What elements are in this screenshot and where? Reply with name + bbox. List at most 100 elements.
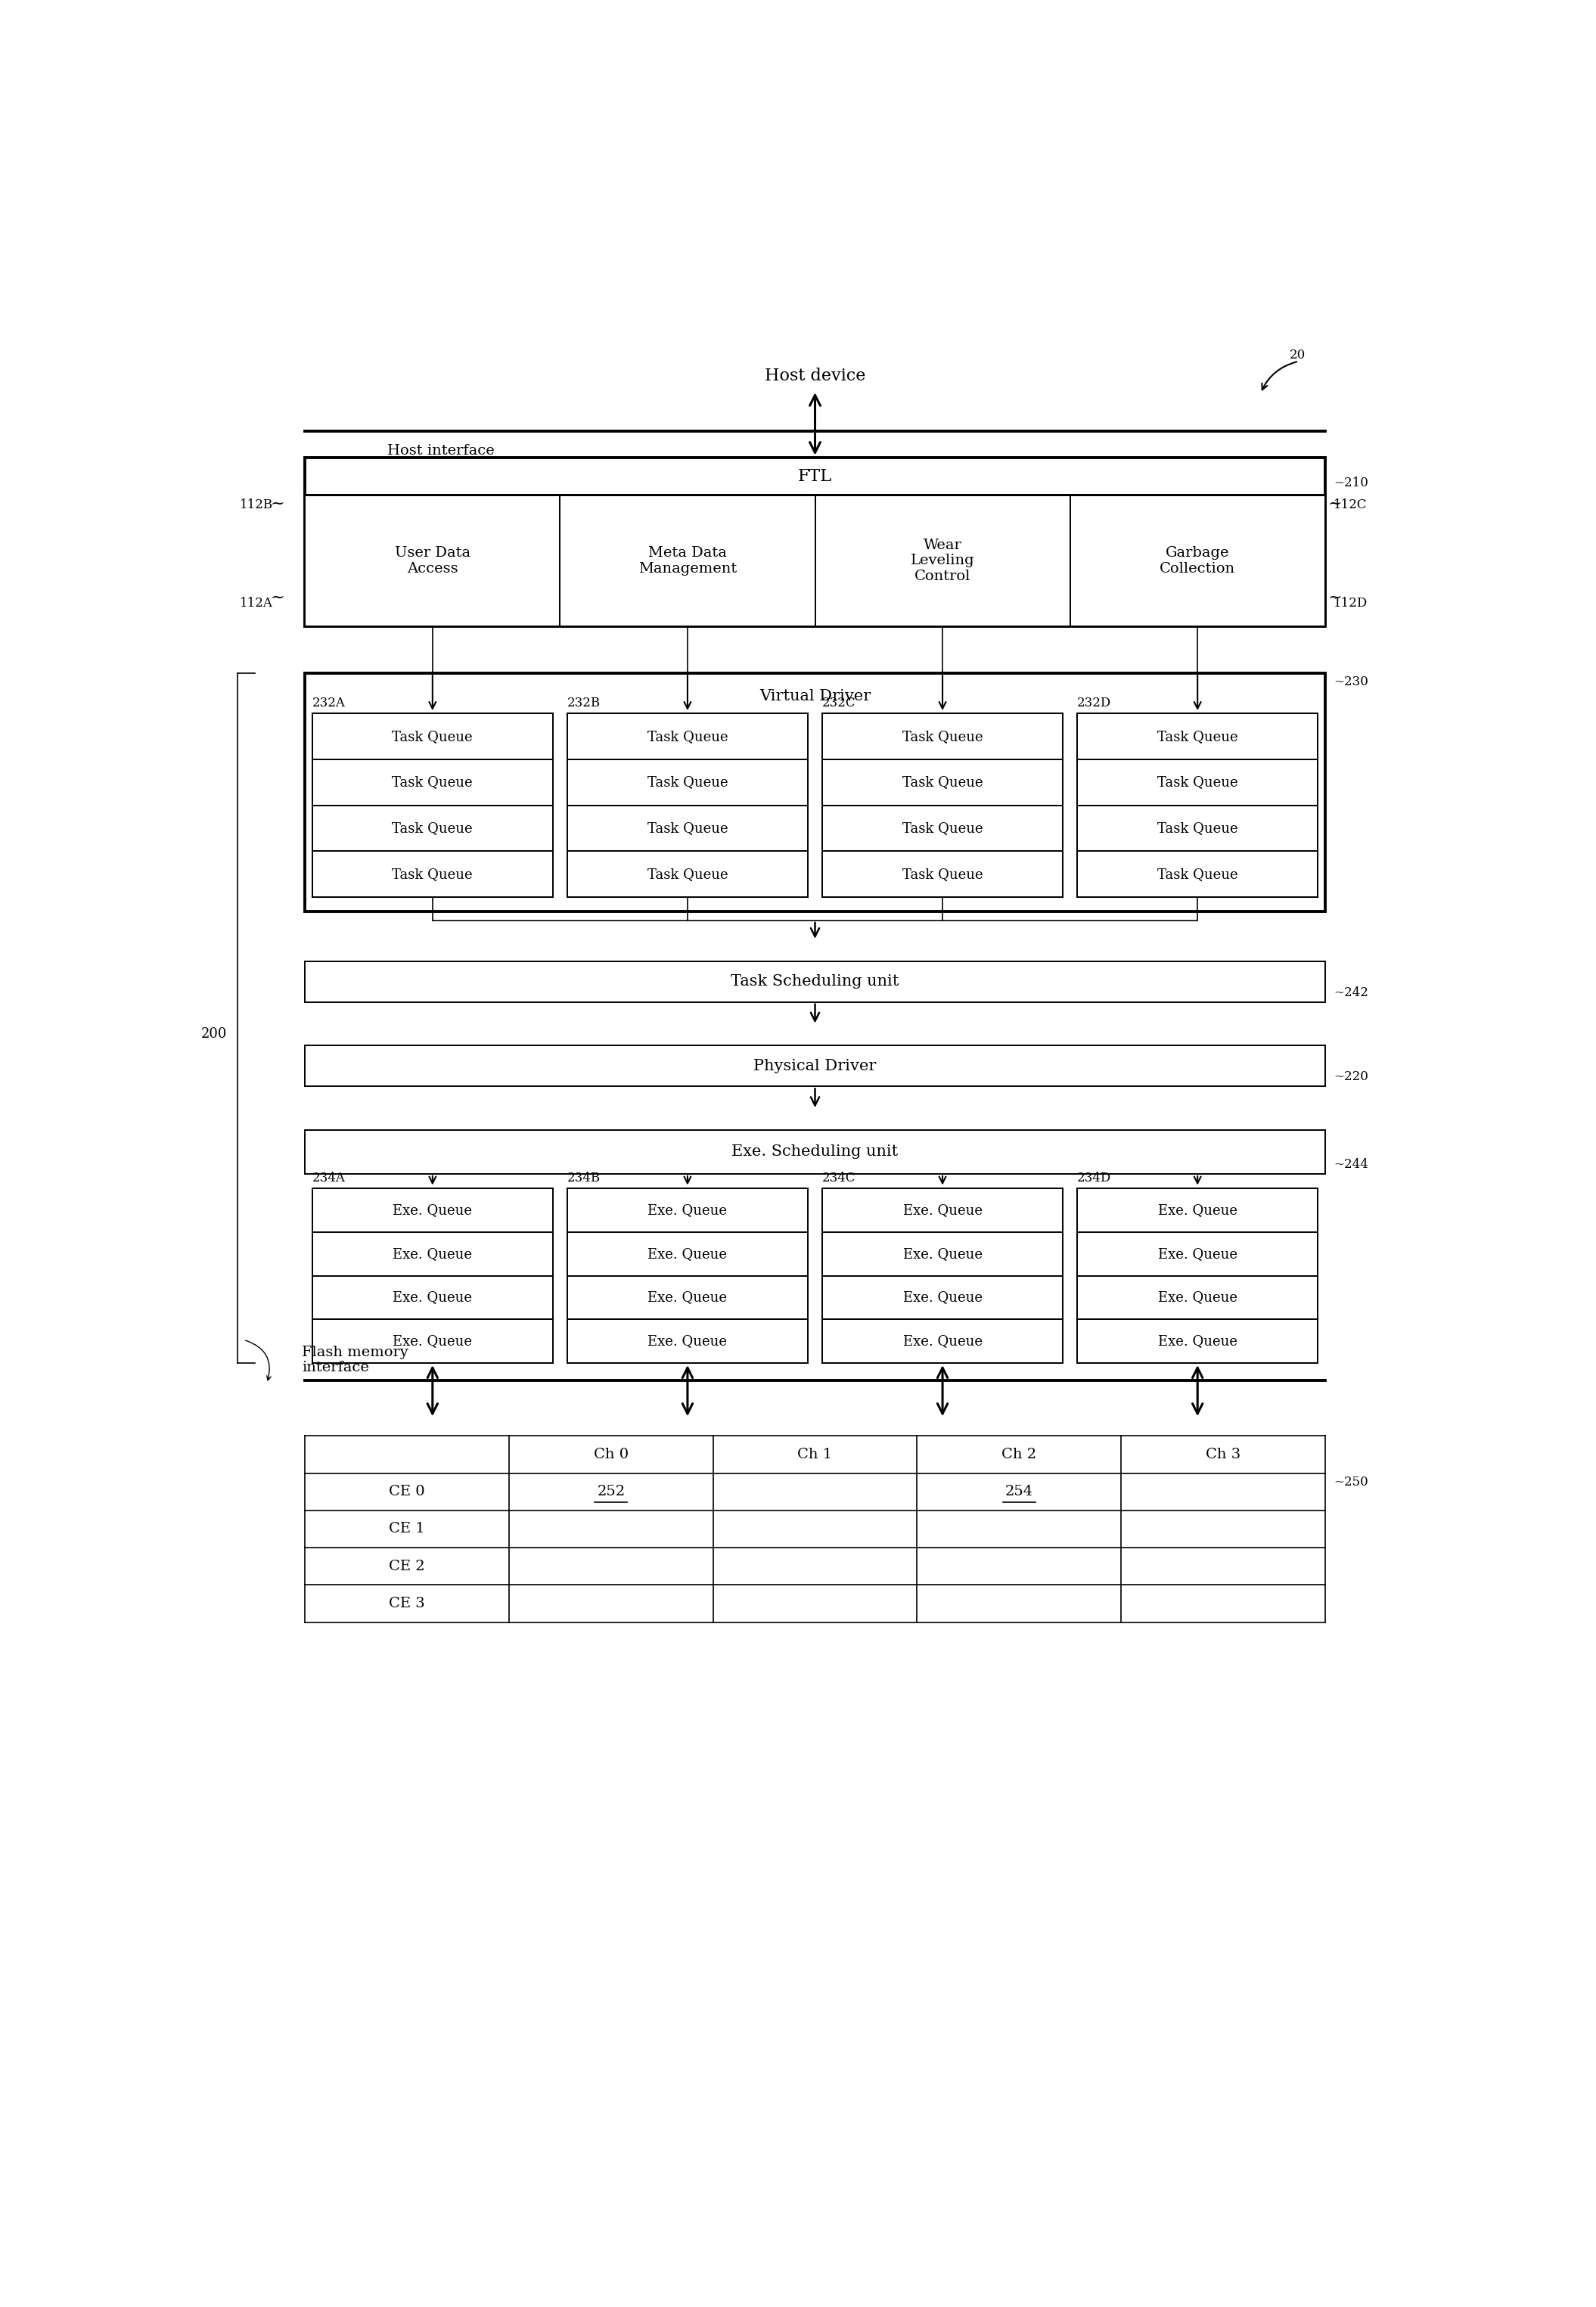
Text: 234B: 234B — [567, 1172, 600, 1183]
Bar — [305, 1045, 1325, 1087]
Text: Ch 3: Ch 3 — [1205, 1449, 1240, 1460]
Bar — [822, 713, 1063, 759]
Text: Task Queue: Task Queue — [1157, 867, 1238, 881]
Text: FTL: FTL — [798, 468, 832, 484]
Text: Exe. Queue: Exe. Queue — [393, 1333, 472, 1347]
Text: CE 3: CE 3 — [389, 1596, 425, 1610]
Bar — [822, 713, 1063, 897]
Text: Exe. Queue: Exe. Queue — [393, 1204, 472, 1218]
Text: ~210: ~210 — [1334, 478, 1368, 489]
Text: ~250: ~250 — [1334, 1476, 1368, 1488]
Bar — [822, 1188, 1063, 1232]
Text: Ch 1: Ch 1 — [798, 1449, 833, 1460]
Bar — [313, 1276, 552, 1320]
Text: 20: 20 — [1290, 348, 1306, 362]
Text: Task Queue: Task Queue — [902, 867, 983, 881]
Bar — [1077, 1232, 1318, 1276]
Text: 232B: 232B — [567, 697, 600, 711]
Text: Task Queue: Task Queue — [902, 775, 983, 789]
Text: 232D: 232D — [1077, 697, 1111, 711]
Bar — [822, 1188, 1063, 1363]
Bar — [1069, 496, 1325, 625]
Text: CE 0: CE 0 — [389, 1486, 425, 1500]
Text: Ch 2: Ch 2 — [1002, 1449, 1036, 1460]
Bar — [1077, 1188, 1318, 1232]
Text: Exe. Queue: Exe. Queue — [1157, 1204, 1237, 1218]
Text: Meta Data
Management: Meta Data Management — [638, 547, 737, 574]
Text: Task Queue: Task Queue — [902, 729, 983, 743]
Text: ~220: ~220 — [1334, 1070, 1368, 1084]
Text: 232C: 232C — [822, 697, 855, 711]
Text: Exe. Queue: Exe. Queue — [1157, 1290, 1237, 1303]
Text: Exe. Queue: Exe. Queue — [393, 1290, 472, 1303]
Bar — [313, 713, 552, 759]
Text: Garbage
Collection: Garbage Collection — [1160, 547, 1235, 574]
Bar — [567, 1320, 808, 1363]
Bar — [305, 962, 1325, 1001]
Text: Exe. Queue: Exe. Queue — [903, 1290, 982, 1303]
Bar — [822, 805, 1063, 851]
Bar — [305, 496, 560, 625]
Bar — [313, 1188, 552, 1363]
Bar — [313, 1320, 552, 1363]
Text: 234C: 234C — [822, 1172, 855, 1183]
Text: Task Queue: Task Queue — [648, 729, 728, 743]
Text: Virtual Driver: Virtual Driver — [760, 690, 871, 704]
Text: Exe. Queue: Exe. Queue — [903, 1204, 982, 1218]
Text: Exe. Queue: Exe. Queue — [648, 1248, 728, 1260]
Bar — [1077, 851, 1318, 897]
Bar — [822, 1320, 1063, 1363]
Text: ~244: ~244 — [1334, 1158, 1368, 1172]
Text: Flash memory
interface: Flash memory interface — [302, 1345, 409, 1375]
Text: ~: ~ — [270, 496, 284, 512]
Text: Task Queue: Task Queue — [648, 867, 728, 881]
Text: Host device: Host device — [764, 367, 865, 385]
Text: 112B: 112B — [239, 498, 273, 512]
Text: CE 2: CE 2 — [389, 1560, 425, 1573]
Bar — [822, 1232, 1063, 1276]
Bar — [822, 1276, 1063, 1320]
Text: 200: 200 — [201, 1027, 227, 1040]
Bar — [1077, 713, 1318, 759]
Text: Task Queue: Task Queue — [393, 867, 472, 881]
Text: Task Queue: Task Queue — [1157, 729, 1238, 743]
Text: 112D: 112D — [1334, 598, 1368, 609]
Text: Task Queue: Task Queue — [902, 821, 983, 835]
Text: Wear
Leveling
Control: Wear Leveling Control — [910, 538, 975, 584]
Bar — [313, 1232, 552, 1276]
Text: Task Queue: Task Queue — [393, 775, 472, 789]
Text: Task Queue: Task Queue — [1157, 775, 1238, 789]
Text: Exe. Queue: Exe. Queue — [393, 1248, 472, 1260]
Bar — [305, 674, 1325, 911]
Bar — [567, 1188, 808, 1363]
Text: Host interface: Host interface — [388, 443, 495, 457]
Text: Exe. Queue: Exe. Queue — [1157, 1248, 1237, 1260]
Text: 232A: 232A — [313, 697, 345, 711]
Text: 254: 254 — [1005, 1486, 1033, 1500]
Bar — [1077, 713, 1318, 897]
Bar — [313, 805, 552, 851]
Text: ~: ~ — [1328, 588, 1342, 604]
Text: Task Queue: Task Queue — [393, 821, 472, 835]
Bar — [313, 759, 552, 805]
Text: Exe. Queue: Exe. Queue — [903, 1248, 982, 1260]
Bar — [567, 1232, 808, 1276]
Text: ~: ~ — [270, 588, 284, 604]
Text: Exe. Queue: Exe. Queue — [648, 1290, 728, 1303]
Bar — [305, 457, 1325, 496]
Text: Exe. Scheduling unit: Exe. Scheduling unit — [731, 1144, 899, 1158]
Text: Ch 0: Ch 0 — [594, 1449, 629, 1460]
Bar — [816, 496, 1069, 625]
Text: Exe. Queue: Exe. Queue — [903, 1333, 982, 1347]
Text: Task Queue: Task Queue — [648, 775, 728, 789]
Text: 252: 252 — [597, 1486, 626, 1500]
Bar — [313, 713, 552, 897]
Text: User Data
Access: User Data Access — [394, 547, 471, 574]
Text: CE 1: CE 1 — [389, 1523, 425, 1536]
Text: 112A: 112A — [239, 598, 273, 609]
Bar — [567, 759, 808, 805]
Bar — [1077, 1276, 1318, 1320]
Bar — [1077, 759, 1318, 805]
Bar — [822, 759, 1063, 805]
Text: 234D: 234D — [1077, 1172, 1111, 1183]
